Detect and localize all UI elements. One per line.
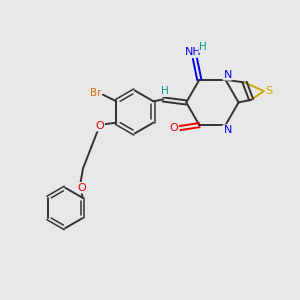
- Text: N: N: [224, 70, 232, 80]
- Text: N: N: [224, 125, 232, 135]
- Text: H: H: [161, 86, 168, 96]
- Text: O: O: [169, 123, 178, 133]
- Text: O: O: [95, 121, 104, 130]
- Text: H: H: [199, 42, 207, 52]
- Text: NH: NH: [185, 47, 202, 57]
- Text: O: O: [78, 183, 86, 193]
- Text: Br: Br: [90, 88, 101, 98]
- Text: S: S: [266, 86, 273, 96]
